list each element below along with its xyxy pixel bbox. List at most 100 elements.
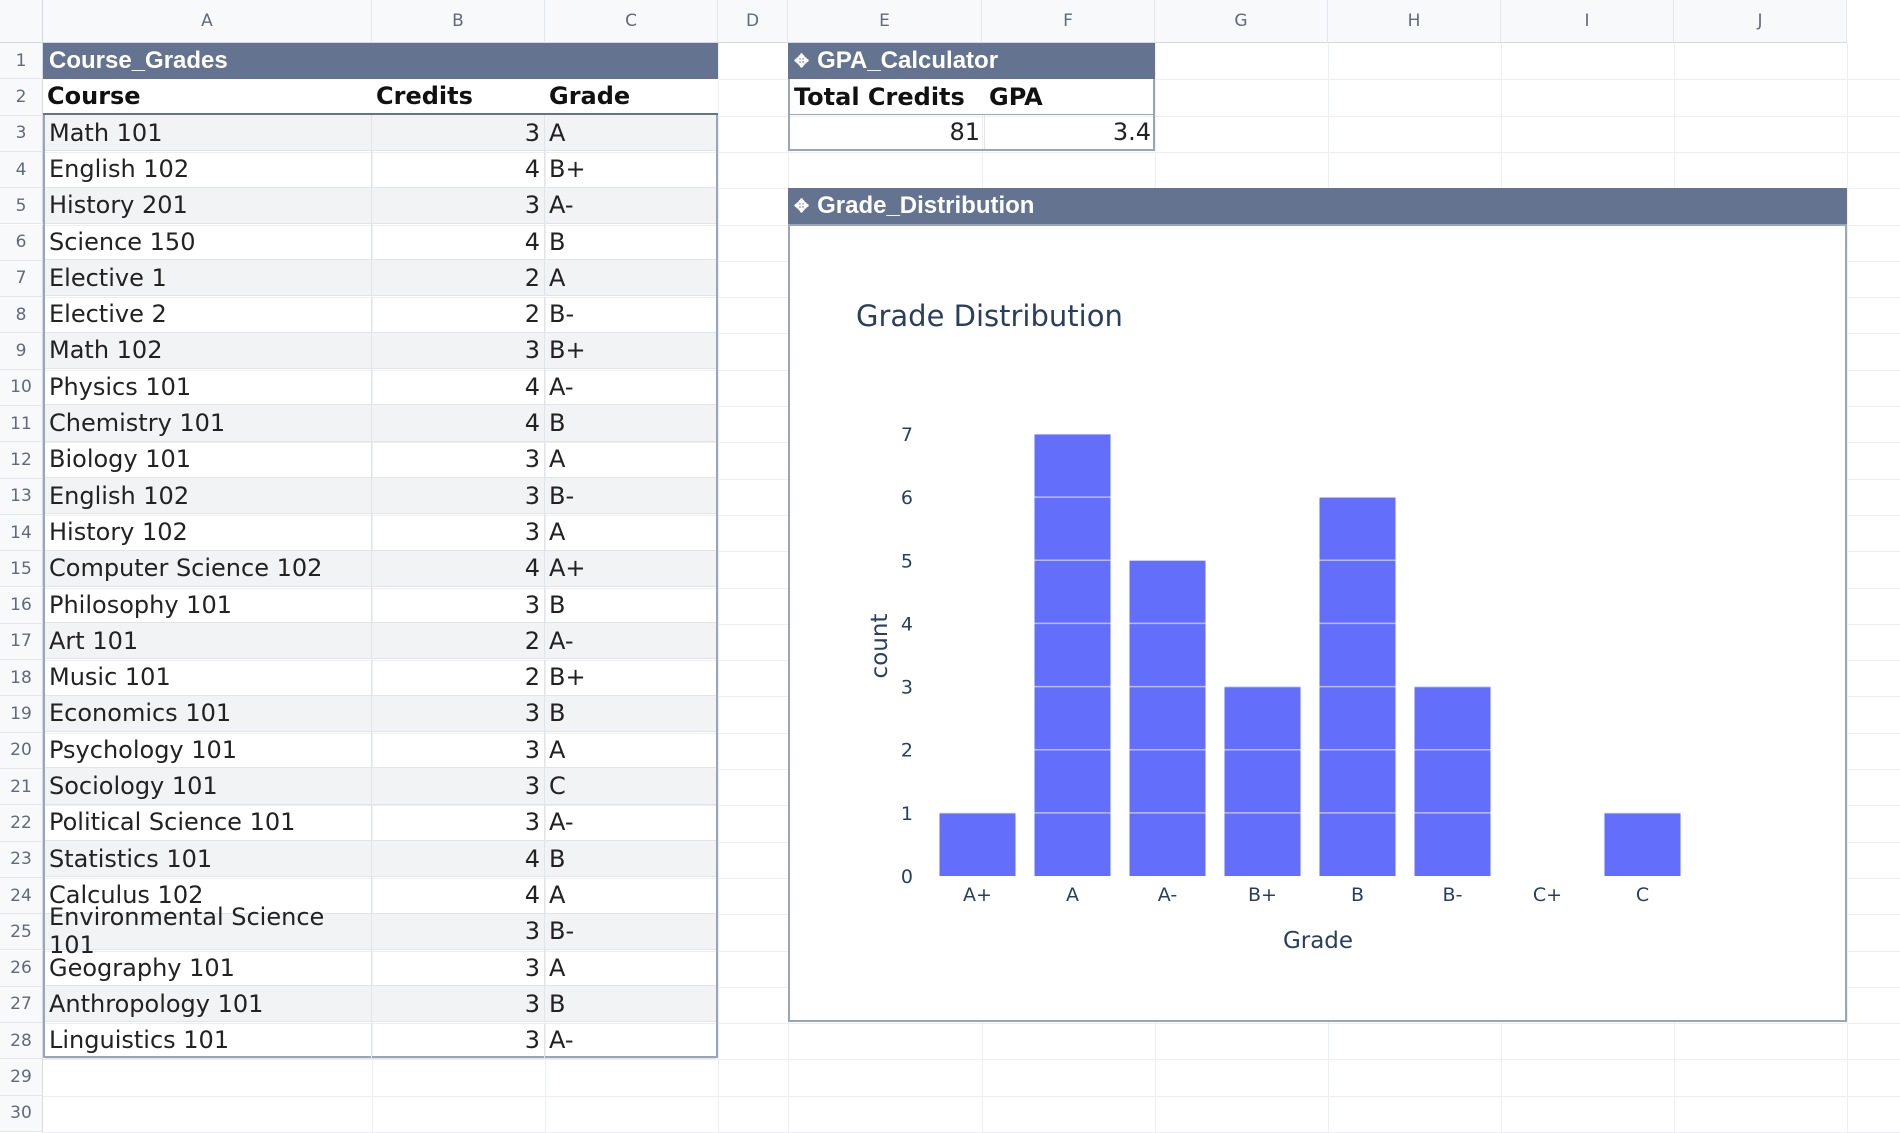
grade-cell[interactable]: A [549, 735, 566, 764]
row-header-17[interactable]: 17 [0, 623, 43, 661]
row-header-1[interactable]: 1 [0, 43, 43, 80]
grade-cell[interactable]: A- [549, 808, 574, 837]
row-header-5[interactable]: 5 [0, 188, 43, 225]
credits-cell[interactable]: 4 [372, 841, 545, 877]
credits-cell[interactable]: 4 [372, 877, 545, 913]
course-cell[interactable]: History 201 [45, 187, 372, 223]
column-header-f[interactable]: F [982, 0, 1155, 43]
select-all-corner[interactable] [0, 0, 43, 43]
course-cell[interactable]: Biology 101 [45, 441, 372, 477]
gpa-value[interactable]: 3.4 [1112, 118, 1151, 146]
row-header-15[interactable]: 15 [0, 551, 43, 588]
bar-B+[interactable] [1224, 686, 1301, 876]
row-header-7[interactable]: 7 [0, 260, 43, 298]
row-header-9[interactable]: 9 [0, 333, 43, 370]
credits-cell[interactable]: 3 [372, 115, 545, 151]
credits-cell[interactable]: 3 [372, 478, 545, 514]
grade-cell[interactable]: A- [549, 191, 574, 220]
grade-cell[interactable]: B [549, 844, 566, 873]
row-header-23[interactable]: 23 [0, 841, 43, 878]
grade-cell[interactable]: A [549, 953, 566, 982]
row-header-22[interactable]: 22 [0, 805, 43, 842]
row-header-25[interactable]: 25 [0, 914, 43, 951]
column-header-a[interactable]: A [43, 0, 372, 43]
course-cell[interactable]: Calculus 102 [45, 877, 372, 913]
grade-header[interactable]: Grade [549, 82, 631, 110]
credits-cell[interactable]: 2 [372, 296, 545, 332]
grade-cell[interactable]: B [549, 590, 566, 619]
bar-C[interactable] [1604, 812, 1681, 876]
gpa-header[interactable]: GPA [989, 82, 1043, 111]
credits-cell[interactable]: 3 [372, 913, 545, 949]
gpa-calculator-title-bar[interactable]: ✥ GPA_Calculator [788, 43, 1155, 79]
grade-cell[interactable]: A- [549, 372, 574, 401]
bar-A[interactable] [1034, 434, 1111, 876]
grade-cell[interactable]: A- [549, 626, 574, 655]
column-header-c[interactable]: C [545, 0, 718, 43]
row-header-6[interactable]: 6 [0, 224, 43, 261]
course-cell[interactable]: Geography 101 [45, 949, 372, 986]
course-cell[interactable]: Music 101 [45, 659, 372, 695]
column-header-g[interactable]: G [1155, 0, 1328, 43]
course-cell[interactable]: History 102 [45, 514, 372, 550]
credits-cell[interactable]: 3 [372, 804, 545, 840]
column-header-h[interactable]: H [1328, 0, 1501, 43]
bar-B-[interactable] [1414, 686, 1491, 876]
grade-cell[interactable]: B+ [549, 154, 586, 183]
row-header-14[interactable]: 14 [0, 514, 43, 552]
course-cell[interactable]: Science 150 [45, 223, 372, 260]
grade-cell[interactable]: A [549, 517, 566, 546]
course-cell[interactable]: Linguistics 101 [45, 1022, 372, 1058]
credits-cell[interactable]: 3 [372, 514, 545, 550]
course-cell[interactable]: Psychology 101 [45, 732, 372, 768]
row-header-8[interactable]: 8 [0, 297, 43, 334]
grade-cell[interactable]: B [549, 227, 566, 256]
course-cell[interactable]: Statistics 101 [45, 841, 372, 877]
row-header-21[interactable]: 21 [0, 769, 43, 806]
course-cell[interactable]: Chemistry 101 [45, 405, 372, 441]
course-cell[interactable]: Anthropology 101 [45, 986, 372, 1022]
column-header-b[interactable]: B [372, 0, 545, 43]
course-cell[interactable]: English 102 [45, 478, 372, 514]
move-handle-icon[interactable]: ✥ [794, 195, 810, 216]
grade-distribution-title-bar[interactable]: ✥ Grade_Distribution [788, 188, 1847, 224]
credits-header[interactable]: Credits [376, 82, 473, 110]
row-header-30[interactable]: 30 [0, 1095, 43, 1132]
course-header[interactable]: Course [47, 82, 141, 110]
course-cell[interactable]: Philosophy 101 [45, 586, 372, 623]
credits-cell[interactable]: 3 [372, 332, 545, 369]
credits-cell[interactable]: 4 [372, 405, 545, 441]
course-cell[interactable]: Sociology 101 [45, 768, 372, 804]
credits-cell[interactable]: 2 [372, 623, 545, 659]
move-handle-icon[interactable]: ✥ [794, 50, 810, 71]
course-cell[interactable]: Elective 1 [45, 260, 372, 296]
row-header-10[interactable]: 10 [0, 369, 43, 406]
grade-cell[interactable]: B [549, 409, 566, 438]
course-cell[interactable]: English 102 [45, 151, 372, 187]
row-header-29[interactable]: 29 [0, 1059, 43, 1096]
grade-cell[interactable]: A [549, 445, 566, 474]
course-cell[interactable]: Environmental Science 101 [45, 903, 372, 959]
row-header-3[interactable]: 3 [0, 115, 43, 152]
row-header-11[interactable]: 11 [0, 406, 43, 443]
bar-A-[interactable] [1129, 560, 1206, 876]
credits-cell[interactable]: 3 [372, 187, 545, 223]
grade-cell[interactable]: A [549, 263, 566, 292]
column-header-j[interactable]: J [1674, 0, 1847, 43]
credits-cell[interactable]: 4 [372, 369, 545, 405]
credits-cell[interactable]: 3 [372, 441, 545, 477]
row-header-13[interactable]: 13 [0, 478, 43, 515]
column-header-i[interactable]: I [1501, 0, 1674, 43]
course-grades-title-bar[interactable]: Course_Grades [43, 43, 718, 79]
credits-cell[interactable]: 2 [372, 260, 545, 296]
total-credits-header[interactable]: Total Credits [794, 82, 965, 111]
grade-cell[interactable]: A [549, 880, 566, 909]
grade-cell[interactable]: B [549, 699, 566, 728]
credits-cell[interactable]: 3 [372, 949, 545, 986]
row-header-4[interactable]: 4 [0, 151, 43, 189]
bar-A+[interactable] [939, 812, 1016, 876]
total-credits-value[interactable]: 81 [790, 115, 985, 149]
grade-cell[interactable]: B- [549, 917, 575, 946]
course-cell[interactable]: Elective 2 [45, 296, 372, 332]
row-header-19[interactable]: 19 [0, 696, 43, 733]
